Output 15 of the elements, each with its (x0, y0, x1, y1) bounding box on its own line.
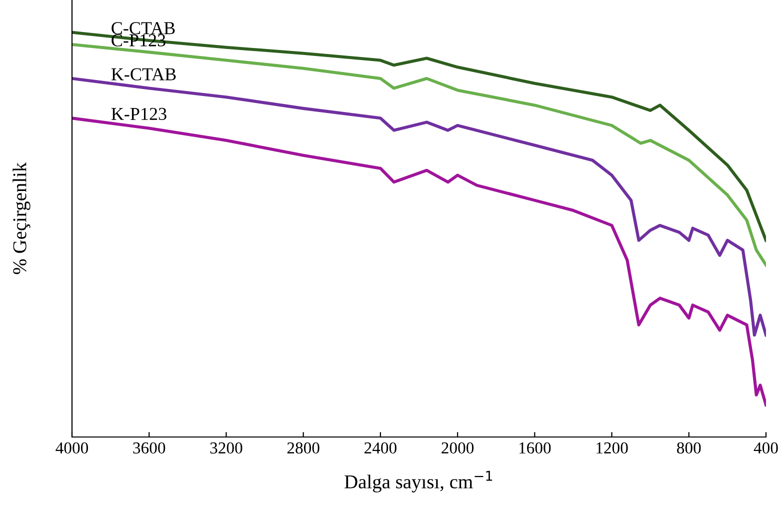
x-tick-label: 3600 (133, 442, 166, 454)
y-axis-title: % Geçirgenlik (12, 162, 30, 274)
series-label: K-CTAB (111, 68, 176, 80)
x-tick-label: 4000 (56, 442, 88, 454)
x-tick-label: 1200 (596, 442, 628, 454)
x-tick-label: 3200 (210, 442, 242, 454)
x-tick-label: 2800 (287, 442, 320, 454)
series-label: K-P123 (111, 108, 166, 120)
x-tick-label: 1600 (519, 442, 551, 454)
x-tick-label: 2000 (442, 442, 474, 454)
x-tick-label: 400 (754, 442, 778, 454)
x-tick-label: 800 (677, 442, 701, 454)
x-tick-label: 2400 (364, 442, 396, 454)
series-label: C-CTAB (112, 22, 175, 34)
x-axis-title: Dalga sayısı, cm$^{−1}$ (344, 470, 492, 492)
